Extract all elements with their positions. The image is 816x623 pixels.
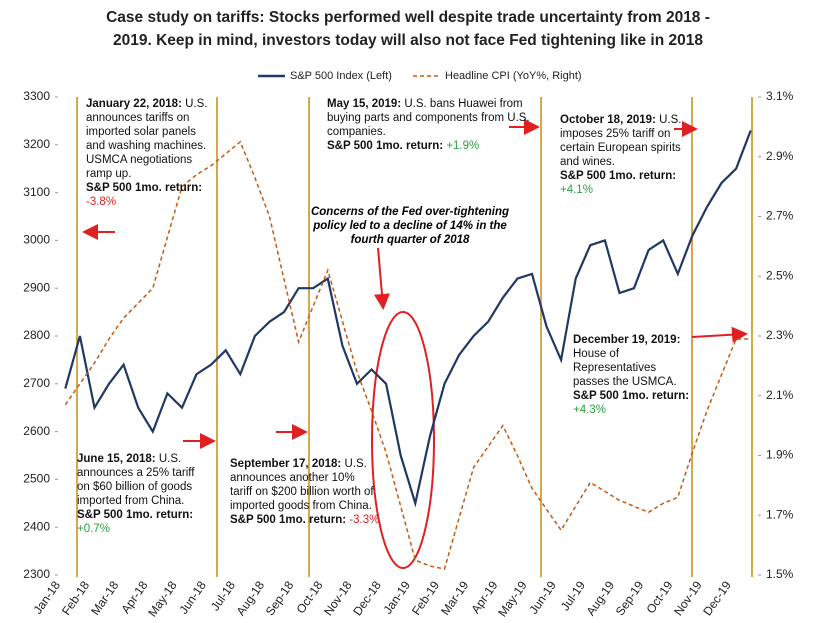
annotation-text: June 15, 2018: — [77, 453, 156, 465]
series-line — [64, 140, 751, 570]
y-tick-label: 3300 — [23, 89, 50, 103]
annotation-text: October 18, 2019: — [560, 114, 656, 126]
annotation-text: S&P 500 1mo. return: — [573, 390, 690, 402]
highlight-ellipse — [371, 311, 435, 569]
y-tick-label: 2800 — [23, 328, 50, 342]
annotation: October 18, 2019: U.S. imposes 25% tarif… — [560, 113, 685, 197]
annotation-text: S&P 500 1mo. return: — [86, 182, 203, 194]
annotation-text: -3.3% — [349, 514, 380, 526]
annotation-text: +0.7% — [77, 523, 110, 535]
y-tick-label: 3000 — [23, 233, 50, 247]
annotation-text: S&P 500 1mo. return: — [230, 514, 347, 526]
x-tick-label: Jul-18 — [208, 578, 238, 613]
y-tick-label: 2900 — [23, 280, 50, 294]
annotation: September 17, 2018: U.S. announces anoth… — [230, 457, 380, 527]
x-tick-label: Sep-18 — [263, 578, 297, 618]
arrow — [691, 326, 748, 343]
x-tick-label: Nov-19 — [671, 578, 705, 618]
y-tick-label: 3100 — [23, 185, 50, 199]
x-tick-label: Aug-18 — [234, 578, 268, 618]
annotation-text: September 17, 2018: — [230, 458, 342, 470]
y-tick-label: 2400 — [23, 519, 50, 533]
y-tick-label: 2300 — [23, 567, 50, 581]
annotation-text: U.S. bans Huawei from buying parts and c… — [327, 98, 530, 138]
annotation-text: January 22, 2018: — [86, 98, 182, 110]
y2-tick-label: 3.1% — [766, 89, 794, 103]
y2-tick-label: 2.9% — [766, 149, 794, 163]
annotation-text: May 15, 2019: — [327, 98, 402, 110]
callout: Concerns of the Fed over-tightening poli… — [310, 206, 510, 246]
x-tick-label: Dec-18 — [350, 578, 384, 618]
annotation-text: S&P 500 1mo. return: — [77, 509, 194, 521]
x-tick-label: Jul-19 — [558, 578, 588, 613]
annotation-text: U.S. announces tariffs on imported solar… — [86, 98, 208, 180]
y2-tick-label: 2.1% — [766, 388, 794, 402]
annotation-text: House of Representatives passes the USMC… — [573, 348, 677, 388]
legend-label: Headline CPI (YoY%, Right) — [445, 70, 582, 82]
annotation: June 15, 2018: U.S. announces a 25% tari… — [77, 452, 207, 536]
y-tick-label: 2600 — [23, 424, 50, 438]
annotation-text: S&P 500 1mo. return: — [327, 140, 444, 152]
x-tick-label: Jan-19 — [381, 578, 414, 616]
y2-tick-label: 1.9% — [766, 448, 794, 462]
arrow — [373, 247, 390, 310]
series-line — [64, 130, 752, 508]
event-lines — [76, 97, 753, 577]
x-tick-label: May-19 — [495, 578, 530, 619]
chart-subtitle: 2019. Keep in mind, investors today will… — [113, 32, 703, 49]
x-tick-label: Mar-18 — [88, 578, 121, 617]
y2-tick-label: 2.5% — [766, 268, 794, 282]
annotation-text: S&P 500 1mo. return: — [560, 170, 677, 182]
annotation: December 19, 2019: House of Representati… — [573, 333, 693, 417]
y-tick-label: 3200 — [23, 137, 50, 151]
x-tick-label: Jan-18 — [31, 578, 64, 616]
annotation: January 22, 2018: U.S. announces tariffs… — [86, 97, 208, 209]
x-tick-label: Sep-19 — [613, 578, 647, 618]
annotation-text: +4.1% — [560, 184, 593, 196]
x-tick-label: Jun-18 — [176, 578, 209, 616]
x-tick-label: Feb-18 — [59, 578, 92, 617]
y2-tick-label: 2.3% — [766, 328, 794, 342]
arrows — [82, 119, 748, 449]
y-tick-label: 2700 — [23, 376, 50, 390]
annotation-text: December 19, 2019: — [573, 334, 681, 346]
annotation-text: U.S. announces a 25% tariff on $60 billi… — [77, 453, 195, 507]
y2-tick-label: 1.7% — [766, 507, 794, 521]
x-tick-label: Dec-19 — [700, 578, 734, 618]
y2-tick-label: 1.5% — [766, 567, 794, 581]
x-tick-label: Jun-19 — [526, 578, 559, 616]
x-tick-label: May-18 — [145, 578, 180, 619]
x-tick-label: Feb-19 — [409, 578, 442, 617]
annotation-text: +4.3% — [573, 404, 606, 416]
legend-label: S&P 500 Index (Left) — [290, 70, 392, 82]
x-tick-label: Nov-18 — [321, 578, 355, 618]
y-tick-label: 2500 — [23, 472, 50, 486]
annotation-text: -3.8% — [86, 196, 117, 208]
annotation-text: +1.9% — [446, 140, 480, 152]
annotation-text: U.S. imposes 25% tariff on certain Europ… — [560, 114, 682, 168]
x-tick-label: Mar-19 — [438, 578, 471, 617]
chart-title: Case study on tariffs: Stocks performed … — [106, 9, 710, 26]
annotation-text: U.S. announces another 10% tariff on $20… — [230, 458, 374, 512]
x-tick-label: Aug-19 — [584, 578, 618, 618]
annotation: May 15, 2019: U.S. bans Huawei from buyi… — [327, 97, 539, 153]
y2-tick-label: 2.7% — [766, 209, 794, 223]
